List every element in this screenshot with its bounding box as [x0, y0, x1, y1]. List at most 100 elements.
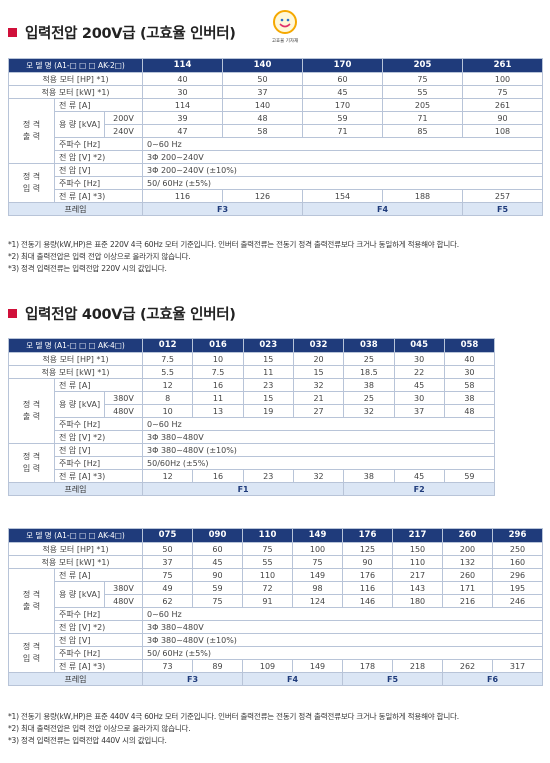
- table-cell: 60: [302, 72, 384, 86]
- frame-cell: F4: [302, 202, 464, 216]
- frame-cell: F1: [142, 482, 345, 496]
- table-cell: 37: [393, 404, 445, 418]
- table-cell: 37: [222, 85, 304, 99]
- smile-logo-icon: [273, 10, 297, 34]
- table-cell: 100: [462, 72, 544, 86]
- footnote: *3) 정격 입력전류는 입력전압 220V 시의 값입니다.: [8, 264, 167, 273]
- model-header-cell: 140: [222, 58, 304, 73]
- row-label: 적용 모터 [HP] *1): [7, 72, 144, 86]
- row-label: 전 압 [V] *2): [53, 430, 144, 444]
- table-cell: 75: [462, 85, 544, 99]
- table-cell: 90: [342, 555, 394, 569]
- table-cell: 71: [382, 111, 464, 125]
- table-row: 모 델 명 (A1-□ □ □ AK-4□) 075 090 110 149 176 217…: [7, 528, 544, 543]
- model-header-cell: 038: [343, 338, 395, 353]
- table-cell: 25: [343, 352, 395, 366]
- table-cell: 50/ 60Hz (±5%): [142, 646, 544, 660]
- table-cell: 45: [393, 469, 445, 483]
- voltage-sublabel: 380V: [103, 391, 144, 405]
- table-cell: 60: [192, 542, 244, 556]
- model-header-cell: 296: [492, 528, 544, 543]
- table-row: 적용 모터 [HP] *1) 40 50 60 75 100: [7, 72, 544, 86]
- table-row: 전 압 [V] *2) 3Φ 380~480V: [9, 620, 544, 634]
- table-cell: 50: [222, 72, 304, 86]
- table-cell: 126: [222, 189, 304, 203]
- spec-table-200v: 모 델 명 (A1-□ □ □ AK-2□) 114 140 170 205 261 적용 …: [7, 58, 544, 216]
- table-cell: 15: [242, 391, 294, 405]
- table-cell: 317: [492, 659, 544, 673]
- row-label: 전 류 [A] *3): [53, 659, 144, 673]
- table-cell: 216: [442, 594, 494, 608]
- spec-table-400v-large: 모 델 명 (A1-□ □ □ AK-4□) 075 090 110 149 176 217…: [7, 528, 544, 686]
- row-label: 주파수 [Hz]: [53, 137, 144, 151]
- spec-table-400v-small: 모 델 명 (A1-□ □ □ AK-4□) 012 016 023 032 038 045…: [7, 338, 496, 496]
- table-cell: 23: [242, 469, 294, 483]
- table-cell: 149: [292, 568, 344, 582]
- table-cell: 160: [492, 555, 544, 569]
- model-header-cell: 149: [292, 528, 344, 543]
- table-cell: 49: [142, 581, 194, 595]
- table-cell: 140: [222, 98, 304, 112]
- footnote: *3) 정격 입력전류는 입력전압 440V 시의 값입니다.: [8, 736, 167, 745]
- table-cell: 110: [242, 568, 294, 582]
- model-header-cell: 261: [462, 58, 544, 73]
- table-cell: 75: [242, 542, 294, 556]
- table-cell: 150: [392, 542, 444, 556]
- table-cell: 3Φ 380~480V: [142, 620, 544, 634]
- row-label: 적용 모터 [kW] *1): [7, 365, 144, 379]
- table-cell: 257: [462, 189, 544, 203]
- table-cell: 32: [292, 378, 345, 392]
- table-cell: 262: [442, 659, 494, 673]
- model-header-cell: 058: [443, 338, 496, 353]
- table-cell: 55: [242, 555, 294, 569]
- table-cell: 25: [343, 391, 395, 405]
- table-cell: 59: [443, 469, 496, 483]
- row-label: 주파수 [Hz]: [53, 176, 144, 190]
- table-cell: 7.5: [142, 352, 194, 366]
- table-cell: 3Φ 380~480V (±10%): [142, 443, 496, 457]
- table-cell: 71: [302, 124, 384, 138]
- model-name-label: 모 델 명 (A1-□ □ □ AK-2□): [7, 58, 144, 73]
- table-cell: 261: [462, 98, 544, 112]
- section-title-text: 입력전압 400V급 (고효율 인버터): [25, 307, 236, 323]
- table-cell: 250: [492, 542, 544, 556]
- row-label: 적용 모터 [HP] *1): [7, 542, 144, 556]
- table-cell: 109: [242, 659, 294, 673]
- table-cell: 188: [382, 189, 464, 203]
- table-cell: 48: [443, 404, 496, 418]
- table-row: 용 량 [kVA] 200V 39 48 59 71 90: [9, 111, 544, 138]
- row-label: 용 량 [kVA]: [54, 391, 105, 418]
- table-cell: 45: [192, 555, 244, 569]
- table-cell: 90: [462, 111, 544, 125]
- table-cell: 59: [302, 111, 384, 125]
- table-row: 전 류 [A] *3) 116 126 154 188 257: [9, 189, 544, 203]
- model-header-cell: 170: [302, 58, 384, 73]
- table-cell: 48: [222, 111, 304, 125]
- table-cell: 3Φ 380~480V: [142, 430, 496, 444]
- table-cell: 62: [142, 594, 194, 608]
- table-row: 전 류 [A] *3) 73 89 109 149 178 218 262 317: [9, 659, 544, 673]
- voltage-sublabel: 380V: [103, 581, 144, 595]
- table-cell: 91: [242, 594, 294, 608]
- frame-cell: F3: [142, 672, 244, 686]
- table-row: 적용 모터 [kW] *1) 37 45 55 75 90 110 132 160: [7, 555, 544, 569]
- table-row: 프레임 F3 F4 F5 F6: [7, 672, 544, 686]
- table-cell: 98: [292, 581, 344, 595]
- table-row: 주파수 [Hz] 0~60 Hz: [9, 607, 544, 621]
- section-title-200v: 입력전압 200V급 (고효율 인버터): [8, 22, 236, 43]
- voltage-sublabel: 240V: [103, 124, 144, 138]
- table-cell: 108: [462, 124, 544, 138]
- table-cell: 11: [192, 391, 244, 405]
- table-cell: 3Φ 200~240V: [142, 150, 544, 164]
- footnote: *1) 전동기 용량(kW,HP)은 표준 220V 4극 60Hz 모터 기준…: [8, 240, 459, 249]
- row-label: 전 류 [A]: [53, 378, 144, 392]
- table-cell: 0~60 Hz: [142, 137, 544, 151]
- frame-label: 프레임: [7, 482, 144, 496]
- table-cell: 27: [292, 404, 345, 418]
